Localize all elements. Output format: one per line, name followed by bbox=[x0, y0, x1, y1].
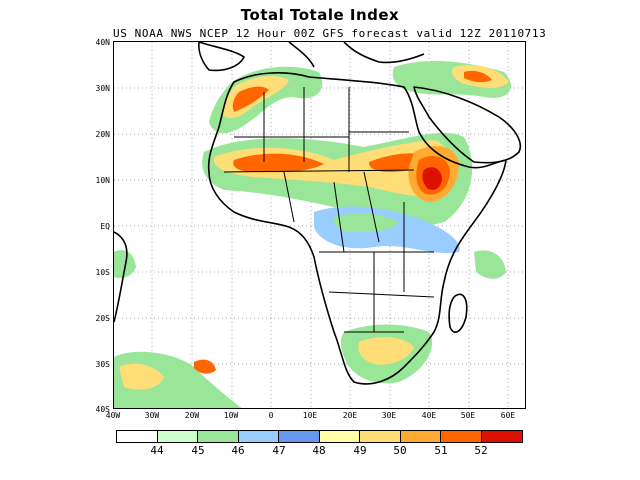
lon-label-20e: 20E bbox=[342, 411, 358, 420]
lat-label-40s: 40S bbox=[95, 405, 110, 414]
lat-label-30s: 30S bbox=[95, 360, 110, 369]
coastlines bbox=[114, 42, 521, 385]
colorbar bbox=[116, 430, 523, 443]
lon-label-10e: 10E bbox=[302, 411, 318, 420]
lon-label-0: 0 bbox=[268, 411, 274, 420]
colorbar-label: 44 bbox=[150, 444, 164, 457]
lon-label-20w: 20W bbox=[184, 411, 200, 420]
lon-label-40w: 40W bbox=[105, 411, 121, 420]
lon-label-30w: 30W bbox=[144, 411, 160, 420]
lon-label-40e: 40E bbox=[421, 411, 437, 420]
lat-label-30n: 30N bbox=[95, 84, 110, 93]
country-borders bbox=[223, 87, 435, 333]
colorbar-swatch bbox=[360, 431, 401, 442]
colorbar-label: 47 bbox=[272, 444, 286, 457]
africa-map bbox=[114, 42, 525, 408]
colorbar-swatch bbox=[481, 431, 522, 442]
colorbar-label: 46 bbox=[231, 444, 245, 457]
colorbar-swatch bbox=[117, 431, 158, 442]
lat-label-40n: 40N bbox=[95, 38, 110, 47]
colorbar-label: 45 bbox=[191, 444, 205, 457]
lon-label-30e: 30E bbox=[381, 411, 397, 420]
index-shading bbox=[114, 60, 512, 408]
lat-label-20n: 20N bbox=[95, 130, 110, 139]
lon-label-60e: 60E bbox=[500, 411, 516, 420]
lat-label-10n: 10N bbox=[95, 176, 110, 185]
colorbar-swatch bbox=[157, 431, 198, 442]
lat-label-eq: EQ bbox=[100, 222, 110, 231]
map-area[interactable] bbox=[113, 41, 526, 409]
map-title: Total Totale Index bbox=[240, 6, 400, 24]
colorbar-swatch bbox=[198, 431, 239, 442]
colorbar-swatch bbox=[441, 431, 482, 442]
lat-label-10s: 10S bbox=[95, 268, 110, 277]
colorbar-label: 50 bbox=[393, 444, 407, 457]
map-subtitle: US NOAA NWS NCEP 12 Hour 00Z GFS forecas… bbox=[113, 27, 547, 40]
colorbar-label: 51 bbox=[434, 444, 448, 457]
colorbar-swatch bbox=[279, 431, 320, 442]
colorbar-swatch bbox=[238, 431, 279, 442]
lon-label-50e: 50E bbox=[460, 411, 476, 420]
lon-label-10w: 10W bbox=[223, 411, 239, 420]
colorbar-swatch bbox=[400, 431, 441, 442]
colorbar-label: 52 bbox=[474, 444, 488, 457]
lat-label-20s: 20S bbox=[95, 314, 110, 323]
colorbar-label: 49 bbox=[353, 444, 367, 457]
colorbar-swatch bbox=[319, 431, 360, 442]
colorbar-label: 48 bbox=[312, 444, 326, 457]
